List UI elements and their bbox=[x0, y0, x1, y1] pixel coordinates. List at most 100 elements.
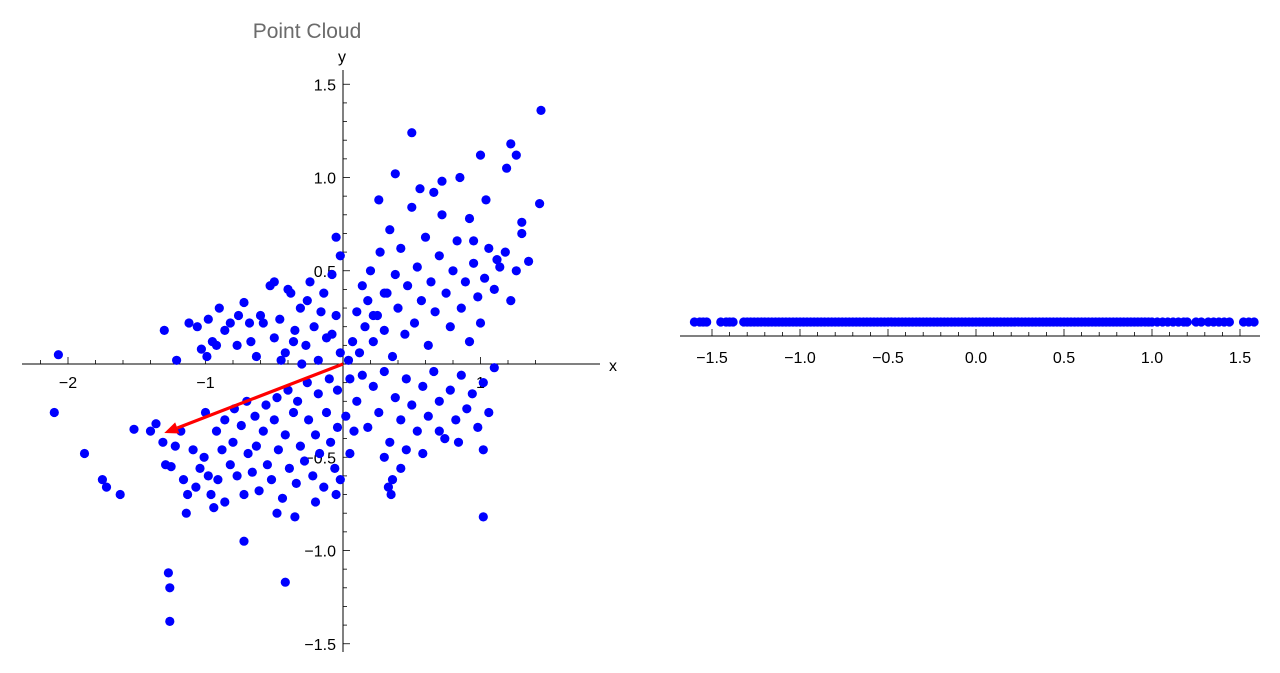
data-point bbox=[244, 318, 255, 328]
data-point bbox=[506, 296, 516, 306]
data-point bbox=[178, 475, 189, 485]
data-point bbox=[331, 310, 341, 321]
data-point bbox=[460, 277, 470, 287]
data-point bbox=[284, 463, 294, 473]
data-point bbox=[511, 266, 521, 276]
data-point bbox=[390, 169, 400, 179]
data-point bbox=[375, 247, 385, 257]
data-point bbox=[495, 262, 505, 272]
data-point bbox=[269, 277, 279, 287]
data-point bbox=[247, 467, 257, 477]
data-point bbox=[183, 489, 193, 500]
data-point bbox=[473, 292, 483, 302]
data-point bbox=[172, 355, 182, 365]
data-point bbox=[445, 385, 455, 395]
data-point bbox=[354, 348, 365, 358]
data-point bbox=[250, 411, 260, 421]
x-tick-label: −1 bbox=[196, 375, 214, 392]
chart-title: Point Cloud bbox=[253, 20, 362, 43]
data-point bbox=[478, 445, 488, 455]
data-point bbox=[220, 325, 230, 335]
data-point bbox=[217, 445, 227, 455]
data-point bbox=[536, 105, 546, 115]
data-point bbox=[308, 471, 318, 481]
data-point bbox=[151, 419, 161, 429]
data-point bbox=[412, 262, 422, 272]
data-point bbox=[145, 426, 156, 436]
data-point bbox=[332, 422, 343, 432]
data-point bbox=[451, 415, 461, 425]
data-point bbox=[387, 475, 398, 485]
data-point bbox=[478, 512, 488, 522]
data-point bbox=[280, 577, 290, 587]
data-point bbox=[332, 385, 343, 395]
data-point bbox=[368, 381, 378, 391]
data-point bbox=[213, 475, 223, 485]
data-point bbox=[191, 482, 201, 492]
data-point bbox=[188, 445, 198, 455]
data-point bbox=[480, 273, 490, 283]
data-point bbox=[280, 430, 290, 440]
data-point bbox=[304, 415, 314, 425]
data-point bbox=[349, 426, 359, 436]
data-point bbox=[489, 284, 499, 294]
data-point bbox=[416, 296, 426, 306]
data-point bbox=[276, 355, 286, 365]
data-point bbox=[464, 213, 475, 224]
data-point bbox=[390, 393, 400, 403]
data-point bbox=[262, 460, 272, 470]
data-point bbox=[331, 489, 341, 500]
data-point bbox=[434, 426, 444, 436]
data-point bbox=[400, 329, 410, 339]
data-point bbox=[228, 437, 238, 447]
data-point bbox=[437, 176, 447, 186]
data-point bbox=[184, 318, 194, 328]
data-point bbox=[335, 475, 345, 485]
data-point bbox=[434, 251, 444, 261]
data-point bbox=[396, 243, 406, 253]
data-point bbox=[211, 426, 222, 436]
x-tick-label: −0.5 bbox=[872, 350, 904, 367]
data-point bbox=[430, 307, 440, 317]
data-point bbox=[462, 404, 472, 414]
data-point bbox=[225, 460, 235, 470]
data-point bbox=[269, 415, 279, 425]
data-point bbox=[246, 337, 256, 347]
data-point bbox=[517, 228, 527, 239]
data-point bbox=[478, 378, 488, 388]
data-point bbox=[403, 281, 413, 291]
data-point bbox=[258, 318, 268, 328]
x-tick-label: −1.5 bbox=[696, 350, 728, 367]
data-point bbox=[79, 448, 90, 459]
data-point bbox=[272, 393, 282, 403]
data-point bbox=[202, 351, 212, 362]
data-point bbox=[310, 497, 321, 507]
data-point bbox=[396, 463, 406, 473]
data-point bbox=[387, 351, 398, 362]
data-point bbox=[412, 426, 422, 436]
data-point bbox=[319, 288, 329, 298]
data-point bbox=[335, 348, 345, 358]
data-point bbox=[115, 489, 125, 500]
data-point bbox=[203, 471, 213, 481]
data-point bbox=[456, 370, 466, 380]
data-point bbox=[423, 340, 433, 350]
data-point bbox=[415, 184, 425, 194]
data-point bbox=[295, 303, 305, 313]
data-point bbox=[283, 284, 293, 294]
data-point bbox=[295, 441, 305, 451]
data-point bbox=[484, 243, 494, 253]
data-point bbox=[390, 269, 400, 280]
data-point bbox=[423, 411, 433, 421]
data-point bbox=[297, 359, 307, 369]
data-point bbox=[192, 322, 202, 332]
data-point bbox=[341, 411, 351, 421]
data-point bbox=[170, 441, 180, 451]
data-point bbox=[348, 337, 358, 347]
data-point bbox=[374, 407, 384, 418]
data-point bbox=[352, 307, 362, 317]
data-point bbox=[368, 337, 378, 347]
data-point bbox=[455, 172, 465, 183]
data-point bbox=[243, 448, 253, 459]
data-points bbox=[49, 105, 546, 627]
